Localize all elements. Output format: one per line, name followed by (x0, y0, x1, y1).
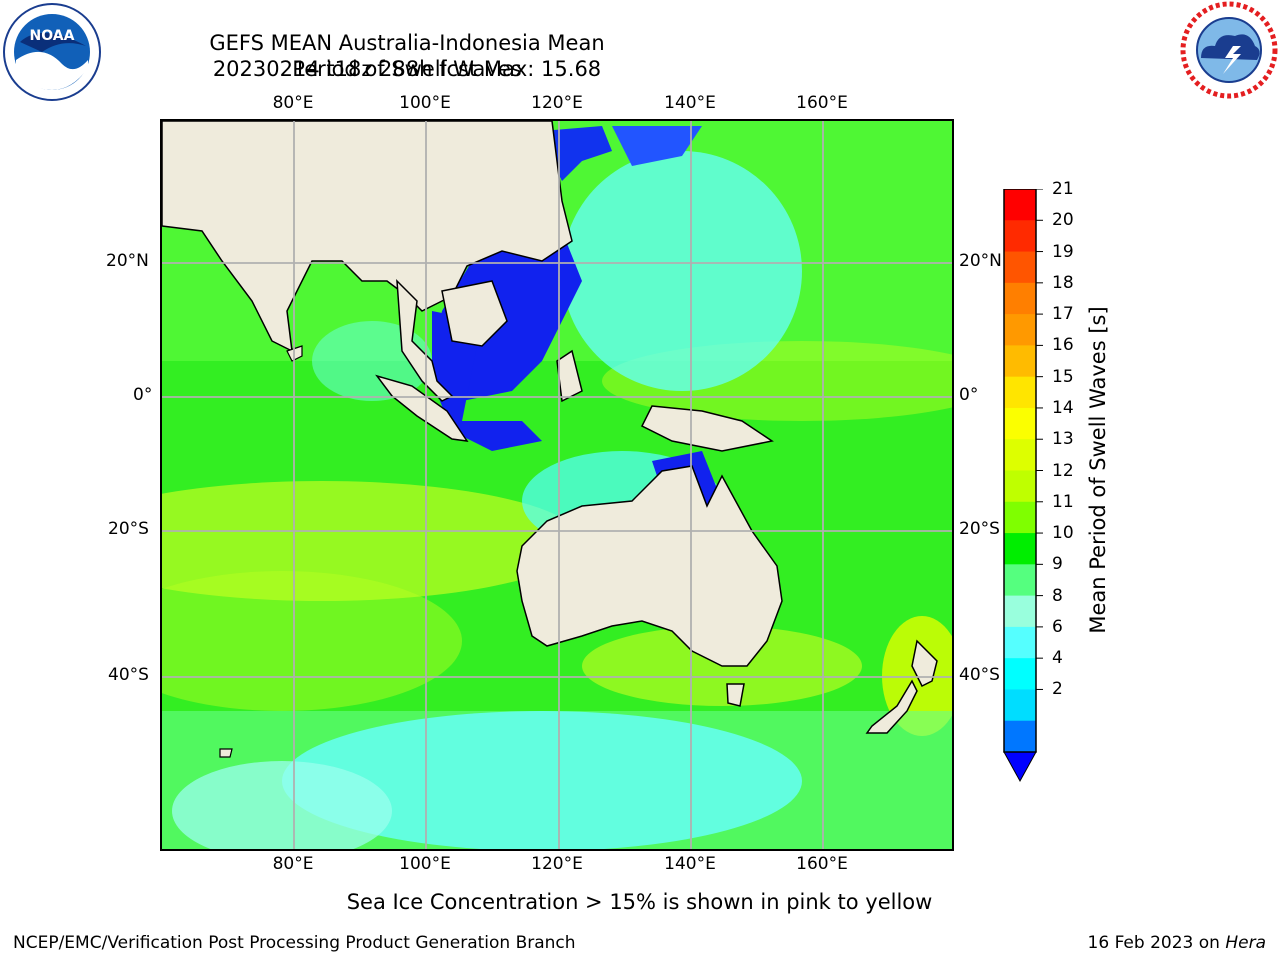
sea-ice-note: Sea Ice Concentration > 15% is shown in … (346, 890, 933, 914)
colorbar-band (1004, 189, 1036, 221)
colorbar-tick-label: 6 (1052, 616, 1063, 637)
noaa-logo-icon: NOAA (3, 3, 101, 101)
map-canvas (162, 121, 952, 849)
field-blue-java-sea (432, 311, 542, 451)
colorbar-band (1004, 470, 1036, 503)
lon-label-bottom: 140°E (664, 854, 716, 874)
colorbar-band (1004, 251, 1036, 284)
colorbar (1003, 189, 1043, 783)
lat-label-right: 0° (959, 385, 979, 405)
colorbar-tick-label: 16 (1052, 335, 1074, 356)
field-cyan-west-pacific (562, 151, 802, 391)
colorbar-tick-label: 11 (1052, 491, 1074, 512)
lon-label-top: 80°E (272, 93, 314, 113)
land-australia (516, 465, 783, 667)
nws-logo-icon (1180, 1, 1278, 99)
lon-label-bottom: 160°E (796, 854, 848, 874)
land-borneo (441, 280, 508, 347)
lat-label-right: 20°S (959, 519, 1000, 539)
lon-label-top: 140°E (664, 93, 716, 113)
lon-label-top: 100°E (399, 93, 451, 113)
colorbar-band (1004, 595, 1036, 628)
colorbar-band (1004, 376, 1036, 409)
lon-label-top: 120°E (531, 93, 583, 113)
colorbar-tick-label: 9 (1052, 554, 1063, 575)
colorbar-band (1004, 564, 1036, 597)
field-lightcyan-southern-ocean (172, 761, 392, 849)
colorbar-band (1004, 345, 1036, 378)
colorbar-band (1004, 658, 1036, 691)
chart-subtitle: 20230214 t18z 288h fcst Max: 15.68 (212, 57, 602, 81)
colorbar-tick-label: 18 (1052, 272, 1074, 293)
colorbar-tick-label: 15 (1052, 366, 1074, 387)
colorbar-band (1004, 439, 1036, 472)
lat-label-right: 40°S (959, 665, 1000, 685)
field-blue-sea-of-japan (612, 126, 702, 166)
colorbar-extend-triangle (1003, 751, 1037, 783)
footer-producer: NCEP/EMC/Verification Post Processing Pr… (13, 933, 576, 953)
land-malay-peninsula (396, 279, 454, 402)
land-kerguelen (219, 748, 233, 758)
colorbar-tick-label: 14 (1052, 397, 1074, 418)
land-sulawesi (556, 349, 583, 403)
lon-label-bottom: 80°E (272, 854, 314, 874)
colorbar-tick-label: 2 (1052, 679, 1063, 700)
colorbar-band (1004, 720, 1036, 753)
colorbar-band (1004, 626, 1036, 659)
lon-label-bottom: 100°E (399, 854, 451, 874)
land-asia (162, 121, 573, 353)
lat-label-left: 40°S (108, 665, 149, 685)
colorbar-tick-label: 12 (1052, 460, 1074, 481)
colorbar-band (1004, 501, 1036, 534)
field-yellow-band-indian-ocean (162, 481, 582, 601)
land-sumatra (375, 374, 469, 442)
land-tasmania (726, 683, 745, 707)
footer-date-text: 16 Feb 2023 on (1087, 933, 1226, 953)
chart-title: GEFS MEAN Australia-Indonesia Mean Perio… (209, 31, 605, 81)
noaa-logo-text: NOAA (30, 28, 75, 44)
land-nz-south-island (865, 679, 918, 734)
colorbar-band (1004, 314, 1036, 346)
swell-period-map (160, 119, 954, 851)
colorbar-title: Mean Period of Swell Waves [s] (1086, 306, 1110, 634)
footer-date: 16 Feb 2023 on Hera (1088, 933, 1266, 953)
colorbar-tick-label: 13 (1052, 429, 1074, 450)
colorbar-tick-label: 17 (1052, 304, 1074, 325)
colorbar-band (1004, 533, 1036, 565)
colorbar-tick-label: 10 (1052, 523, 1074, 544)
lon-label-bottom: 120°E (531, 854, 583, 874)
colorbar-tick-label: 19 (1052, 241, 1074, 262)
colorbar-tick-label: 21 (1052, 179, 1074, 199)
colorbar-band (1004, 407, 1036, 440)
footer-machine: Hera (1225, 933, 1266, 953)
lat-label-right: 20°N (959, 251, 1002, 271)
colorbar-tick-label: 8 (1052, 585, 1063, 606)
lon-label-top: 160°E (796, 93, 848, 113)
field-yellow-band-west (162, 571, 462, 711)
colorbar-band (1004, 282, 1036, 315)
land-nz-north-island (911, 639, 938, 688)
colorbar-tick-label: 4 (1052, 648, 1063, 669)
field-cyan-southern-ocean (282, 711, 802, 849)
lat-label-left: 20°N (106, 251, 149, 271)
gridlines (162, 121, 952, 849)
lat-label-left: 0° (133, 385, 153, 405)
land-new-guinea (640, 405, 774, 452)
colorbar-band (1004, 689, 1036, 722)
colorbar-tick-label: 20 (1052, 210, 1074, 231)
lat-label-left: 20°S (108, 519, 149, 539)
colorbar-band (1004, 220, 1036, 253)
